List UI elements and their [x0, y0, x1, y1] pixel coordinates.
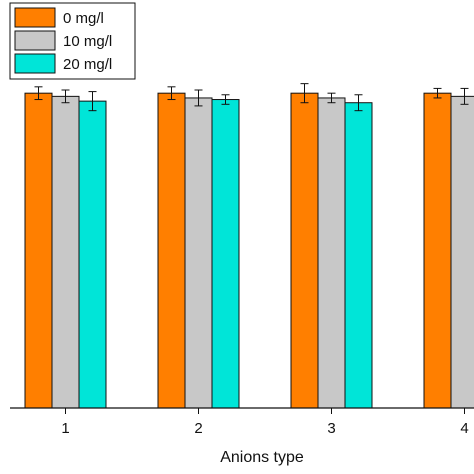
- error-bar-3-series-3: [354, 94, 363, 112]
- legend-swatch-2: [14, 30, 56, 51]
- bar-4-series-1: [423, 92, 452, 409]
- error-bar-2-series-2: [194, 89, 203, 107]
- bar-3-series-2: [317, 97, 346, 409]
- x-tick-label-1: 1: [61, 420, 69, 437]
- legend-label-2: 10 mg/l: [63, 33, 112, 50]
- error-bar-3-series-1: [300, 83, 309, 104]
- x-tick-label-4: 4: [460, 420, 468, 437]
- error-bar-1-series-3: [88, 91, 97, 112]
- error-bar-4-series-1: [433, 87, 442, 99]
- legend: 0 mg/l 10 mg/l 20 mg/l: [9, 2, 136, 80]
- error-bar-2-series-1: [167, 86, 176, 101]
- bars-group: [24, 92, 474, 409]
- error-bar-2-series-3: [221, 94, 230, 105]
- bar-3-series-1: [290, 92, 319, 409]
- error-bar-4-series-2: [460, 87, 469, 105]
- bar-4-series-2: [450, 95, 474, 409]
- legend-label-3: 20 mg/l: [63, 56, 112, 73]
- x-tick-label-3: 3: [327, 420, 335, 437]
- bar-2-series-3: [211, 99, 240, 409]
- x-tick-label-2: 2: [194, 420, 202, 437]
- x-ticks-group: 1 2 3 4: [61, 408, 469, 437]
- bar-1-series-1: [24, 92, 53, 409]
- bar-2-series-2: [184, 97, 213, 409]
- error-bar-1-series-1: [34, 86, 43, 101]
- bar-1-series-3: [78, 100, 107, 409]
- legend-swatch-3: [14, 53, 56, 74]
- x-axis-title: Anions type: [220, 449, 304, 466]
- legend-swatch-1: [14, 7, 56, 28]
- bar-2-series-1: [157, 92, 186, 409]
- error-bars-group: [34, 83, 469, 112]
- legend-label-1: 0 mg/l: [63, 10, 104, 27]
- bar-3-series-3: [344, 102, 373, 409]
- bar-1-series-2: [51, 95, 80, 409]
- error-bar-1-series-2: [61, 89, 70, 104]
- error-bar-3-series-2: [327, 92, 336, 104]
